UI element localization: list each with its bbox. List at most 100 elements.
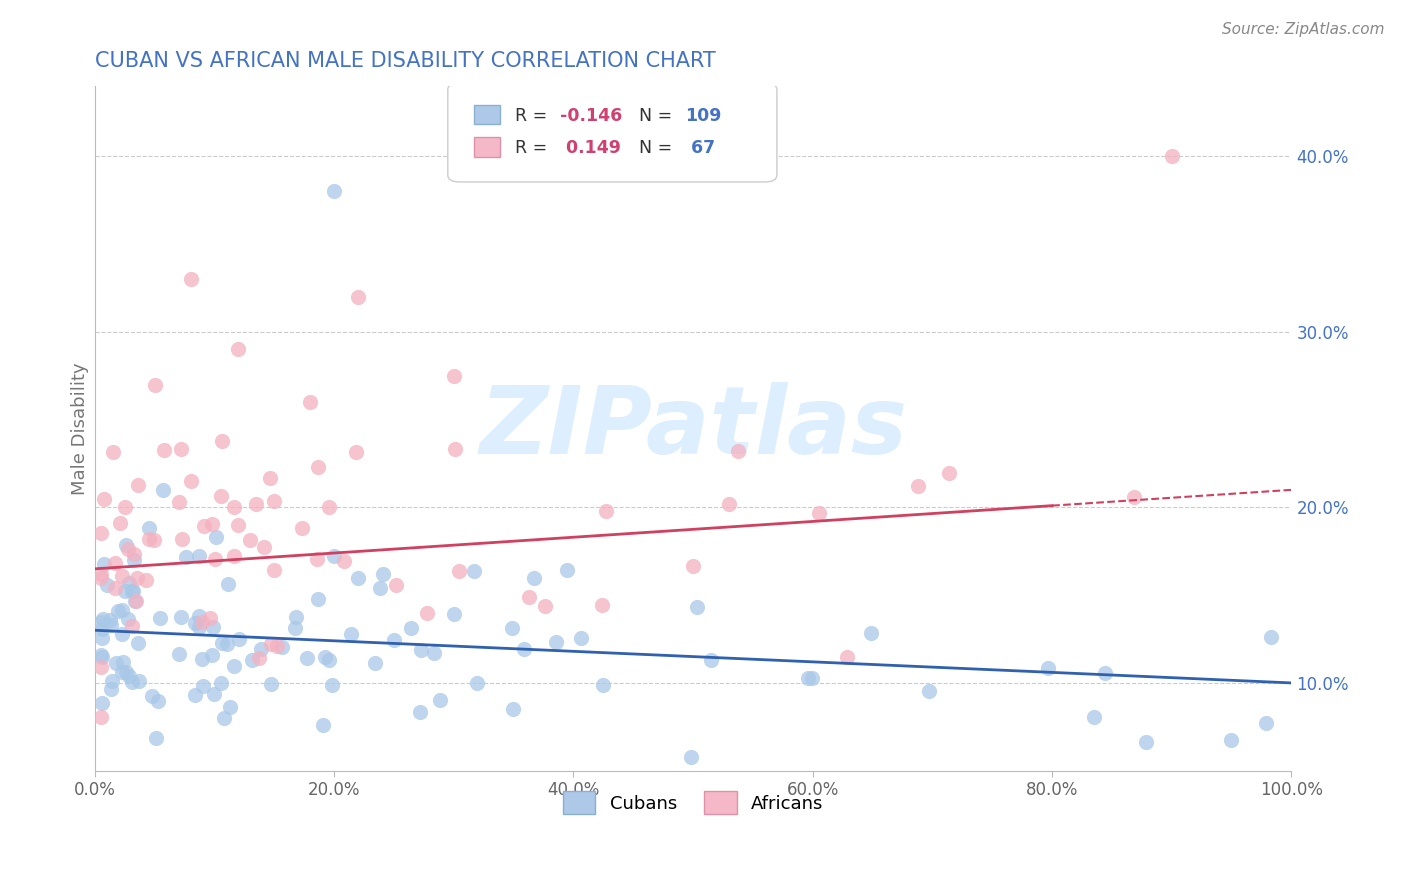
Point [98,613,121,627]
Point [409,705,432,719]
Point [340,626,363,640]
Point [364,656,387,670]
Point [700,653,723,667]
Point [228,343,250,357]
Point [187,620,209,634]
Point [447,564,470,578]
Point [118,669,141,683]
Point [193,518,215,533]
Point [121,583,143,598]
Point [104,556,127,570]
Point [1122,490,1144,504]
Point [90,660,112,674]
Point [1260,630,1282,644]
Point [110,627,132,641]
Point [240,652,263,666]
Point [253,540,276,554]
Point [211,434,233,448]
Point [201,516,224,531]
Point [305,551,328,566]
Point [108,516,131,530]
Point [121,675,143,690]
Point [104,581,127,595]
Point [399,621,422,635]
Point [318,500,340,515]
Point [312,718,335,732]
Point [1135,735,1157,749]
Point [284,621,307,635]
Point [295,651,318,665]
Point [191,615,214,629]
FancyBboxPatch shape [474,137,501,157]
Point [429,693,451,707]
Point [176,549,198,564]
Point [118,576,141,591]
Point [169,495,191,509]
Point [111,569,134,583]
Point [686,600,709,615]
Text: 109: 109 [685,106,721,125]
Text: 67: 67 [685,139,714,157]
Point [110,603,132,617]
Point [167,648,190,662]
Point [138,532,160,546]
FancyBboxPatch shape [449,83,778,182]
Point [153,442,176,457]
Point [124,593,146,607]
Point [344,445,367,459]
Point [1256,716,1278,731]
Text: ZIPatlas: ZIPatlas [479,383,907,475]
Point [718,497,741,511]
Point [808,506,831,520]
Point [222,549,245,563]
Point [187,608,209,623]
Point [555,563,578,577]
Text: N =: N = [640,106,678,125]
Point [217,576,239,591]
Point [247,651,270,665]
Point [101,673,124,688]
Point [170,609,193,624]
Point [260,637,283,651]
Point [384,578,406,592]
Point [1083,710,1105,724]
Point [138,521,160,535]
Point [415,606,437,620]
Point [121,619,143,633]
Point [198,611,221,625]
Point [307,591,329,606]
Point [191,652,214,666]
Point [222,658,245,673]
Point [797,671,820,685]
Point [523,571,546,585]
Point [218,700,240,714]
Point [239,533,262,547]
Point [201,620,224,634]
Point [103,445,125,459]
Point [682,559,704,574]
Point [127,636,149,650]
Point [323,185,346,199]
Point [114,538,136,552]
Point [180,272,202,286]
Point [263,494,285,508]
Point [347,290,370,304]
Point [183,688,205,702]
Point [100,617,122,632]
Point [114,583,136,598]
Point [149,611,172,625]
Point [100,682,122,697]
Point [90,623,112,637]
Y-axis label: Male Disability: Male Disability [72,362,89,495]
Point [112,655,135,669]
Point [96,578,118,592]
Point [291,521,314,535]
Point [544,634,567,648]
Point [463,565,485,579]
Point [204,552,226,566]
Point [127,478,149,492]
Point [263,563,285,577]
Point [918,683,941,698]
Text: N =: N = [640,139,678,157]
Point [93,557,115,571]
